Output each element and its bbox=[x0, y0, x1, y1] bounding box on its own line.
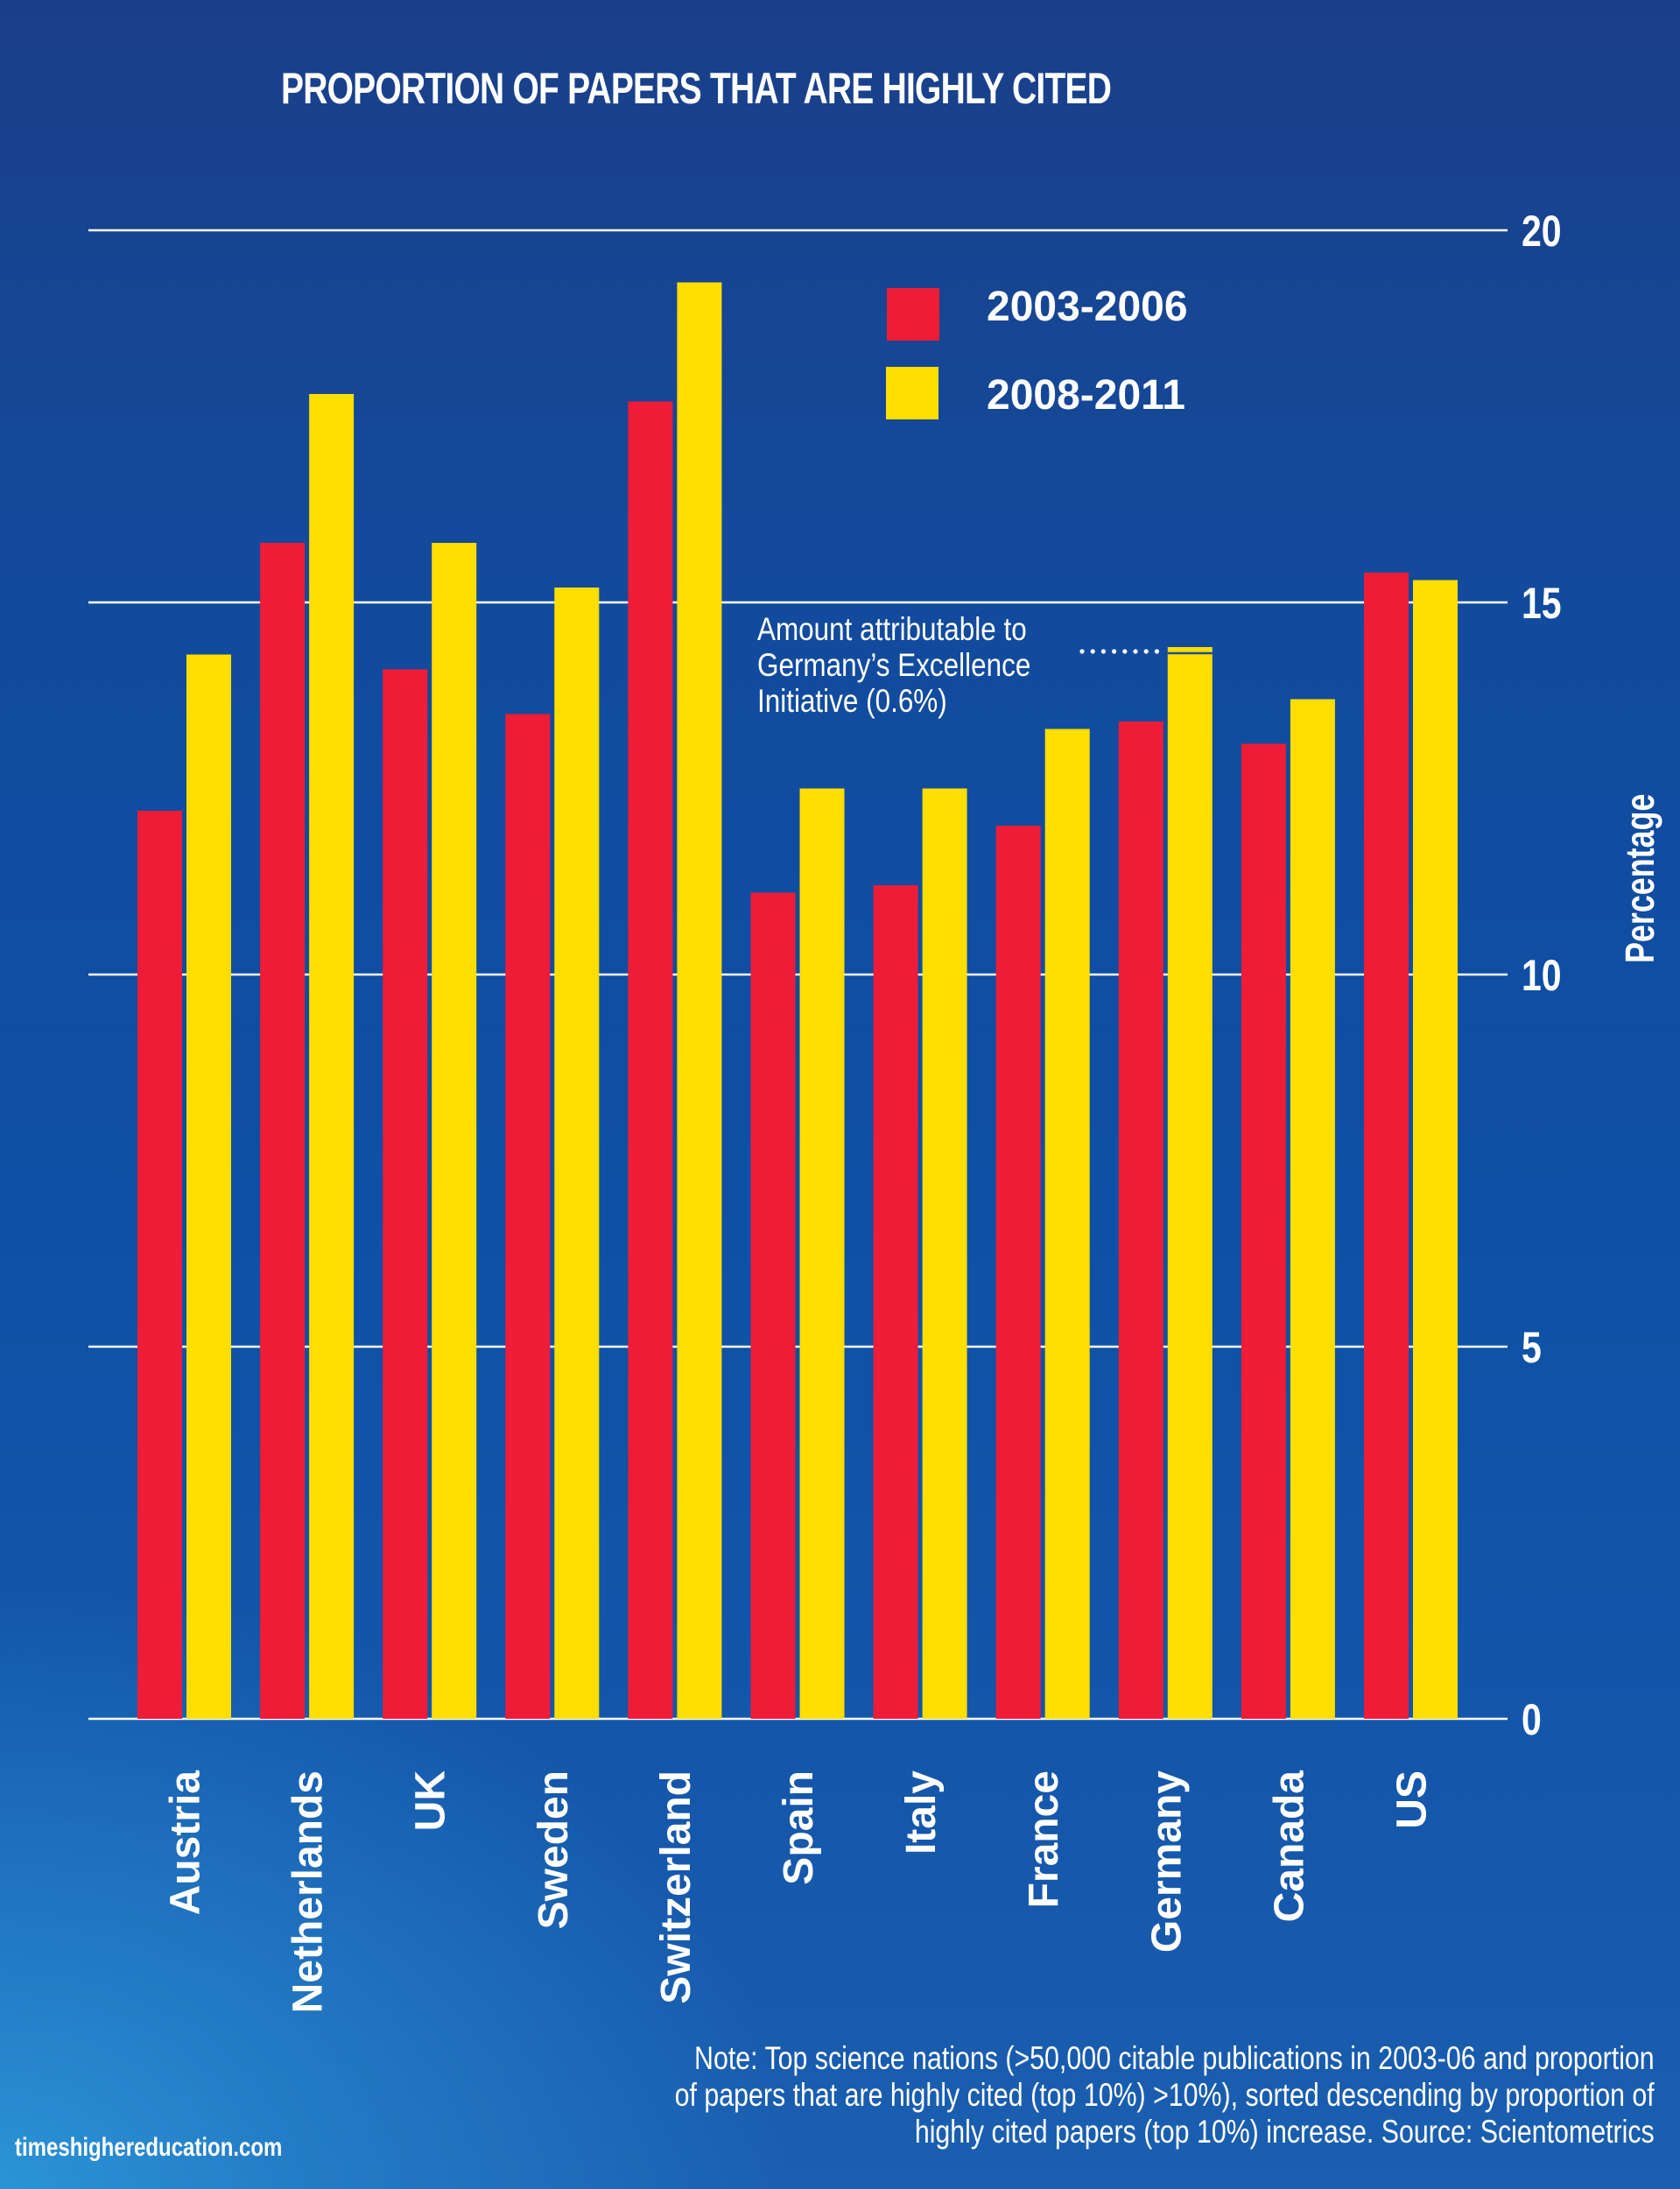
chart-title: PROPORTION OF PAPERS THAT ARE HIGHLY CIT… bbox=[281, 64, 1112, 113]
annotation-leader-dot bbox=[1090, 649, 1095, 654]
bar-sweden-2003-2006 bbox=[505, 714, 551, 1719]
legend-swatch-2003-2006 bbox=[887, 288, 939, 341]
bar-switzerland-2003-2006 bbox=[628, 401, 673, 1719]
bars bbox=[137, 282, 1458, 1719]
y-tick-label: 5 bbox=[1522, 1323, 1542, 1372]
bar-france-2008-2011 bbox=[1044, 728, 1090, 1719]
site-url: timeshighereducation.com bbox=[15, 2133, 283, 2162]
annotation-leader-dot bbox=[1112, 649, 1117, 654]
legend-swatch-2008-2011 bbox=[886, 367, 938, 419]
bar-italy-2003-2006 bbox=[873, 885, 918, 1719]
y-axis-label: Percentage bbox=[1617, 793, 1662, 963]
y-tick-label: 10 bbox=[1522, 951, 1562, 1000]
annotation-leader-dot bbox=[1143, 649, 1149, 654]
x-tick-label-austria: Austria bbox=[163, 1770, 209, 1916]
bar-uk-2003-2006 bbox=[383, 669, 428, 1719]
footnote-line-2: of papers that are highly cited (top 10%… bbox=[674, 2077, 1655, 2113]
bar-france-2003-2006 bbox=[995, 826, 1041, 1719]
bar-switzerland-2008-2011 bbox=[677, 282, 722, 1719]
annotation-line-1: Amount attributable to bbox=[757, 611, 1027, 647]
x-tick-label-us: US bbox=[1389, 1770, 1436, 1829]
annotation-leader-dot bbox=[1154, 649, 1159, 654]
x-tick-label-netherlands: Netherlands bbox=[285, 1770, 332, 2013]
bar-us-2008-2011 bbox=[1413, 580, 1458, 1719]
x-tick-label-france: France bbox=[1021, 1770, 1067, 1908]
x-tick-label-spain: Spain bbox=[776, 1770, 822, 1885]
bar-us-2003-2006 bbox=[1364, 573, 1409, 1719]
legend-label-2003-2006: 2003-2006 bbox=[987, 284, 1188, 330]
x-tick-label-italy: Italy bbox=[898, 1770, 945, 1855]
annotation-line-3: Initiative (0.6%) bbox=[757, 683, 947, 719]
bar-sweden-2008-2011 bbox=[554, 588, 600, 1719]
excellence-initiative-annotation: Amount attributable to Germany’s Excelle… bbox=[757, 611, 1030, 719]
annotation-leader-dot bbox=[1133, 649, 1138, 654]
bar-austria-2003-2006 bbox=[137, 811, 182, 1719]
footnote: Note: Top science nations (>50,000 citab… bbox=[675, 2040, 1655, 2150]
bar-germany-2003-2006 bbox=[1118, 721, 1163, 1719]
bar-uk-2008-2011 bbox=[432, 543, 477, 1719]
x-tick-labels: Austria Netherlands UK Sweden Switzerland Spa… bbox=[163, 1770, 1436, 2014]
annotation-leader-dot bbox=[1122, 649, 1128, 654]
x-tick-label-germany: Germany bbox=[1143, 1770, 1190, 1953]
x-tick-label-uk: UK bbox=[408, 1770, 454, 1832]
annotation-line-2: Germany’s Excellence bbox=[757, 647, 1031, 683]
footnote-line-1: Note: Top science nations (>50,000 citab… bbox=[694, 2040, 1655, 2076]
x-tick-label-switzerland: Switzerland bbox=[653, 1770, 699, 2004]
footnote-line-3: highly cited papers (top 10%) increase. … bbox=[915, 2114, 1655, 2150]
bar-netherlands-2008-2011 bbox=[309, 394, 355, 1719]
x-tick-label-canada: Canada bbox=[1266, 1770, 1312, 1923]
bar-netherlands-2003-2006 bbox=[260, 543, 306, 1719]
legend-label-2008-2011: 2008-2011 bbox=[987, 372, 1185, 419]
bar-germany-2008-2011 bbox=[1167, 647, 1213, 1719]
bar-spain-2008-2011 bbox=[799, 788, 845, 1719]
annotation-marks bbox=[1079, 649, 1213, 655]
y-tick-labels: 0 5 10 15 20 bbox=[1522, 207, 1562, 1744]
bar-italy-2008-2011 bbox=[922, 788, 967, 1719]
bar-canada-2003-2006 bbox=[1241, 743, 1286, 1719]
bar-austria-2008-2011 bbox=[186, 654, 231, 1719]
bar-canada-2008-2011 bbox=[1290, 699, 1335, 1719]
annotation-leader-dot bbox=[1100, 649, 1106, 654]
y-tick-label: 15 bbox=[1522, 579, 1562, 628]
y-tick-label: 0 bbox=[1522, 1695, 1542, 1744]
x-tick-label-sweden: Sweden bbox=[531, 1770, 577, 1929]
bar-spain-2003-2006 bbox=[750, 892, 796, 1719]
y-tick-label: 20 bbox=[1522, 207, 1562, 256]
annotation-leader-dot bbox=[1079, 649, 1085, 654]
